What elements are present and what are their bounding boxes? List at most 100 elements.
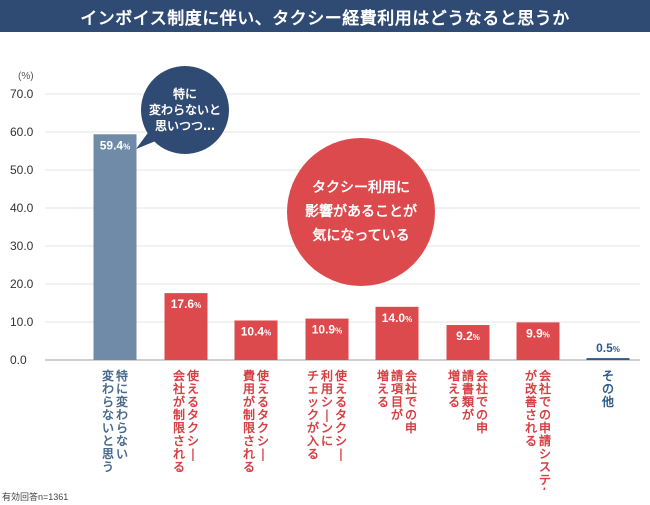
svg-text:類: 類: [461, 394, 475, 409]
svg-text:の: の: [476, 408, 488, 422]
svg-text:さ: さ: [173, 434, 185, 448]
svg-text:ェ: ェ: [307, 382, 319, 396]
chart-title: インボイス制度に伴い、タクシー経費利用はどうなると思うか: [0, 0, 650, 32]
svg-text:|: |: [325, 408, 329, 422]
svg-text:の: の: [539, 408, 551, 422]
y-tick-label: 30.0: [10, 239, 34, 253]
svg-text:な: な: [116, 434, 128, 448]
svg-text:う: う: [102, 460, 114, 474]
svg-text:る: る: [257, 395, 269, 409]
svg-text:に: に: [116, 382, 128, 396]
svg-text:シ: シ: [335, 434, 347, 448]
svg-text:の: の: [405, 408, 417, 422]
svg-text:る: る: [525, 434, 537, 448]
svg-text:と: と: [102, 434, 114, 448]
callout-text: 思いつつ…: [155, 119, 215, 133]
bar: [516, 322, 560, 360]
svg-text:え: え: [377, 382, 389, 396]
data-label: 10.9%: [312, 323, 342, 337]
svg-text:に: に: [321, 434, 333, 448]
svg-text:限: 限: [243, 420, 255, 435]
svg-text:で: で: [476, 395, 488, 409]
bar: [446, 325, 490, 360]
data-label: 0.5%: [596, 341, 620, 355]
svg-text:い: い: [102, 421, 114, 435]
callout-pointer: [136, 130, 163, 149]
svg-text:る: る: [187, 395, 199, 409]
svg-text:る: る: [448, 395, 460, 409]
svg-text:請: 請: [539, 433, 551, 448]
y-tick-label: 60.0: [10, 125, 34, 139]
svg-text:え: え: [257, 382, 269, 396]
svg-text:用: 用: [320, 382, 333, 396]
svg-text:請: 請: [462, 368, 474, 383]
svg-text:れ: れ: [243, 447, 255, 461]
svg-text:タ: タ: [335, 408, 347, 422]
svg-text:れ: れ: [525, 421, 537, 435]
y-axis-unit: (%): [18, 71, 34, 82]
svg-text:ン: ン: [321, 421, 333, 435]
svg-text:ク: ク: [187, 421, 199, 435]
svg-text:わ: わ: [102, 382, 114, 396]
y-tick-label: 0.0: [10, 353, 27, 367]
svg-text:え: え: [448, 382, 460, 396]
callout-text: タクシー利用に: [312, 179, 410, 196]
svg-text:思: 思: [102, 447, 114, 461]
bar: [375, 306, 419, 360]
svg-text:が: が: [307, 420, 319, 435]
category-label: その他: [601, 369, 614, 409]
svg-text:で: で: [539, 395, 551, 409]
y-tick-label: 50.0: [10, 163, 34, 177]
svg-text:善: 善: [525, 394, 537, 409]
svg-text:タ: タ: [257, 408, 269, 422]
svg-text:る: る: [243, 460, 255, 474]
svg-text:が: が: [525, 368, 537, 383]
svg-text:が: が: [391, 407, 403, 422]
data-label: 9.9%: [526, 326, 550, 340]
callout-text: 特に: [173, 86, 197, 101]
svg-text:ク: ク: [335, 421, 347, 435]
svg-text:さ: さ: [243, 434, 255, 448]
svg-text:|: |: [261, 447, 265, 461]
svg-text:社: 社: [404, 381, 417, 396]
svg-text:る: る: [377, 395, 389, 409]
svg-text:の: の: [602, 382, 614, 396]
svg-text:会: 会: [539, 368, 552, 383]
svg-text:え: え: [335, 382, 347, 396]
svg-text:限: 限: [173, 420, 185, 435]
svg-text:ク: ク: [257, 421, 269, 435]
svg-text:シ: シ: [321, 395, 333, 409]
svg-text:シ: シ: [539, 447, 551, 461]
callout-no-change: 特に変わらないと思いつつ…: [136, 66, 229, 154]
y-tick-label: 20.0: [10, 277, 34, 291]
svg-text:れ: れ: [173, 447, 185, 461]
data-label: 59.4%: [100, 138, 130, 152]
svg-text:え: え: [187, 382, 199, 396]
svg-text:な: な: [102, 408, 114, 422]
svg-text:チ: チ: [307, 369, 319, 383]
svg-text:そ: そ: [602, 369, 614, 383]
bar: [305, 318, 349, 360]
data-label: 14.0%: [382, 311, 412, 325]
svg-text:ら: ら: [102, 395, 114, 409]
svg-text:変: 変: [116, 394, 129, 409]
svg-text:|: |: [191, 447, 195, 461]
svg-text:|: |: [339, 447, 343, 461]
svg-text:で: で: [405, 395, 417, 409]
svg-text:ス: ス: [539, 460, 551, 474]
svg-text:ら: ら: [116, 421, 128, 435]
svg-text:利: 利: [321, 368, 333, 383]
svg-text:会: 会: [173, 368, 186, 383]
svg-text:項: 項: [391, 382, 404, 396]
svg-text:社: 社: [172, 381, 185, 396]
svg-text:が: が: [173, 394, 185, 409]
callout-bubble: [141, 66, 229, 154]
svg-text:変: 変: [102, 368, 115, 383]
svg-text:わ: わ: [116, 408, 128, 422]
svg-text:さ: さ: [525, 408, 537, 422]
